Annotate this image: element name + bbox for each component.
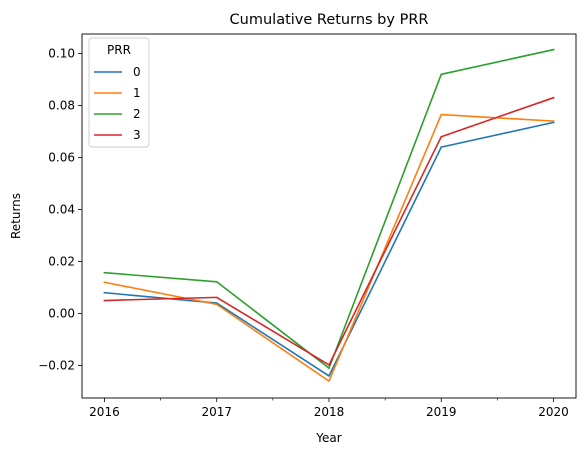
y-axis-label: Returns <box>9 193 23 239</box>
legend-label-0: 0 <box>133 65 141 79</box>
y-tick-label: 0.06 <box>48 151 75 165</box>
legend-label-2: 2 <box>133 107 141 121</box>
data-point-2-2017 <box>215 280 218 283</box>
data-point-2-2018 <box>328 367 330 369</box>
data-point-2-2020 <box>552 48 555 51</box>
chart-title: Cumulative Returns by PRR <box>230 12 429 28</box>
series-line-0 <box>103 121 555 377</box>
x-tick-label: 2017 <box>201 405 232 419</box>
data-point-2-2019 <box>440 73 443 76</box>
data-point-0-2017 <box>215 302 218 304</box>
x-axis: 2016 2017 2018 2019 2020 <box>89 398 569 419</box>
data-point-2-2016 <box>103 271 106 274</box>
x-tick-label: 2019 <box>426 405 457 419</box>
legend-label-3: 3 <box>133 128 141 142</box>
x-tick-label: 2020 <box>538 405 569 419</box>
data-point-0-2016 <box>103 291 106 294</box>
y-tick-label: 0.00 <box>48 307 75 321</box>
data-point-1-2020 <box>552 120 555 122</box>
legend-items: 0 1 2 3 <box>94 65 141 142</box>
series-line-2 <box>103 48 555 369</box>
series-line-1 <box>103 113 555 382</box>
data-point-0-2019 <box>440 146 443 148</box>
y-tick-label: 0.02 <box>48 255 75 269</box>
data-point-1-2018 <box>328 380 330 382</box>
y-axis: −0.02 0.00 0.02 0.04 0.06 0.08 0.10 <box>38 47 82 373</box>
data-point-1-2019 <box>440 113 443 116</box>
legend-label-1: 1 <box>133 86 141 100</box>
x-axis-label: Year <box>315 431 341 445</box>
data-point-1-2017 <box>215 303 218 306</box>
y-tick-label: 0.08 <box>48 99 75 113</box>
plot-area <box>103 48 555 382</box>
legend-title: PRR <box>107 43 131 57</box>
x-tick-label: 2016 <box>89 405 120 419</box>
data-point-3-2019 <box>440 135 443 138</box>
y-tick-label: 0.04 <box>48 203 75 217</box>
axes-frame <box>81 33 577 399</box>
data-point-3-2017 <box>215 296 218 299</box>
y-tick-label: 0.10 <box>48 47 75 61</box>
data-point-0-2020 <box>552 121 555 124</box>
data-point-0-2018 <box>328 375 330 377</box>
data-point-1-2016 <box>103 281 106 284</box>
data-point-3-2016 <box>103 299 106 302</box>
legend: PRR 0 1 2 3 <box>88 37 150 148</box>
data-point-3-2018 <box>328 364 330 366</box>
x-tick-label: 2018 <box>314 405 345 419</box>
y-tick-label: −0.02 <box>38 359 75 373</box>
data-point-3-2020 <box>552 96 555 99</box>
